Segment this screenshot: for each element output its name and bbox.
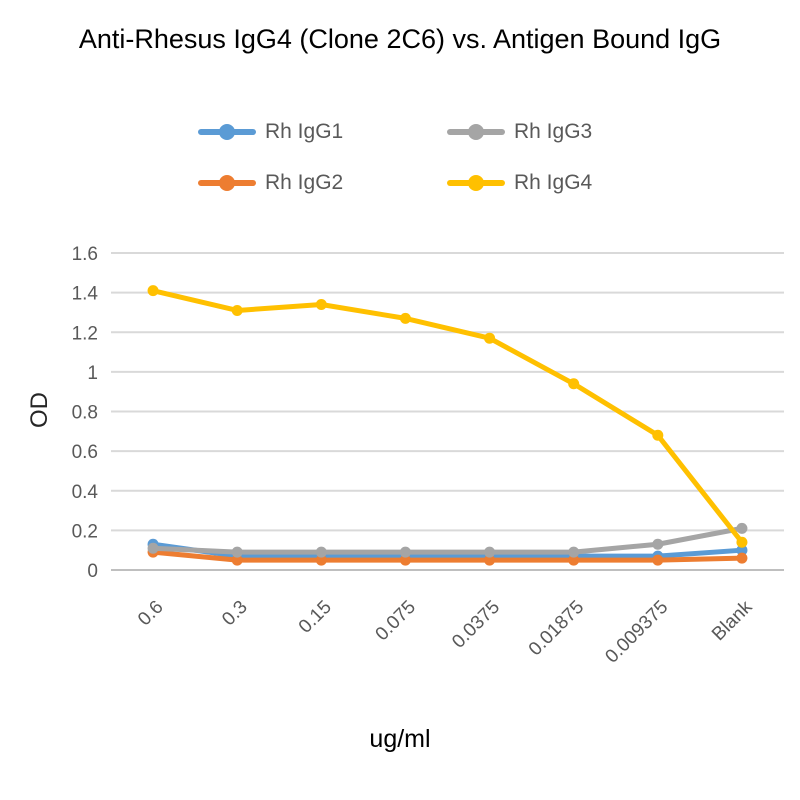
series-marker-rh-igg4 xyxy=(652,429,664,441)
series-marker-rh-igg4 xyxy=(399,312,411,324)
series-marker-rh-igg4 xyxy=(147,285,159,297)
x-tick-label: 0.009375 xyxy=(601,597,672,668)
series-line-rh-igg1 xyxy=(150,541,745,559)
y-tick-label: 1.2 xyxy=(72,323,98,344)
series-marker-rh-igg2 xyxy=(652,554,664,566)
x-tick-label: 0.075 xyxy=(372,597,420,645)
x-tick-label: 0.15 xyxy=(295,597,336,638)
legend-item-rh-igg2: Rh IgG2 xyxy=(198,170,343,196)
legend-item-rh-igg4: Rh IgG4 xyxy=(447,170,592,196)
series-marker-rh-igg1 xyxy=(736,544,748,556)
x-tick-label: 0.6 xyxy=(134,597,168,631)
legend-marker-rh-igg3 xyxy=(447,124,505,140)
y-tick-label: 0.8 xyxy=(72,403,98,424)
x-tick-label: 0.3 xyxy=(218,597,252,631)
legend-label-rh-igg2: Rh IgG2 xyxy=(265,171,344,194)
chart-title: Anti-Rhesus IgG4 (Clone 2C6) vs. Antigen… xyxy=(78,24,722,54)
legend-label-rh-igg1: Rh IgG1 xyxy=(265,120,344,143)
y-tick-label: 1.4 xyxy=(72,284,99,305)
series-marker-rh-igg2 xyxy=(315,554,327,566)
legend-label-rh-igg4: Rh IgG4 xyxy=(514,171,593,194)
series-marker-rh-igg2 xyxy=(484,554,496,566)
y-tick-label: 0.2 xyxy=(72,521,98,542)
y-tick-label: 1.6 xyxy=(72,244,98,265)
legend-marker-rh-igg2 xyxy=(198,175,256,191)
series-marker-rh-igg3 xyxy=(399,546,411,558)
series-line-rh-igg2 xyxy=(150,549,745,563)
x-tick-label: Blank xyxy=(708,596,757,645)
series-marker-rh-igg4 xyxy=(736,536,748,548)
series-line-rh-igg4 xyxy=(150,288,745,545)
series-marker-rh-igg2 xyxy=(568,554,580,566)
y-tick-label: 1 xyxy=(87,363,98,384)
series-marker-rh-igg3 xyxy=(736,522,748,534)
y-tick-label: 0 xyxy=(87,561,98,582)
series-marker-rh-igg4 xyxy=(315,299,327,311)
series-marker-rh-igg2 xyxy=(399,554,411,566)
series-marker-rh-igg4 xyxy=(568,378,580,390)
series-marker-rh-igg4 xyxy=(484,332,496,344)
series-marker-rh-igg3 xyxy=(568,546,580,558)
series-marker-rh-igg3 xyxy=(231,546,243,558)
legend-item-rh-igg1: Rh IgG1 xyxy=(198,119,343,145)
series-marker-rh-igg2 xyxy=(231,554,243,566)
legend-item-rh-igg3: Rh IgG3 xyxy=(447,119,592,145)
x-tick-label: 0.0375 xyxy=(448,597,504,653)
y-tick-label: 0.6 xyxy=(72,442,98,463)
series-line-rh-igg3 xyxy=(150,525,745,555)
series-marker-rh-igg3 xyxy=(484,546,496,558)
series-marker-rh-igg3 xyxy=(147,542,159,554)
legend-label-rh-igg3: Rh IgG3 xyxy=(514,120,593,143)
legend-marker-rh-igg1 xyxy=(198,124,256,140)
series-marker-rh-igg3 xyxy=(315,546,327,558)
series-marker-rh-igg2 xyxy=(736,552,748,564)
x-tick-label: 0.01875 xyxy=(525,597,588,660)
series-marker-rh-igg4 xyxy=(231,304,243,316)
y-tick-label: 0.4 xyxy=(72,482,99,503)
x-axis-title: ug/ml xyxy=(369,725,431,753)
series-marker-rh-igg3 xyxy=(652,538,664,550)
legend-marker-rh-igg4 xyxy=(447,175,505,191)
